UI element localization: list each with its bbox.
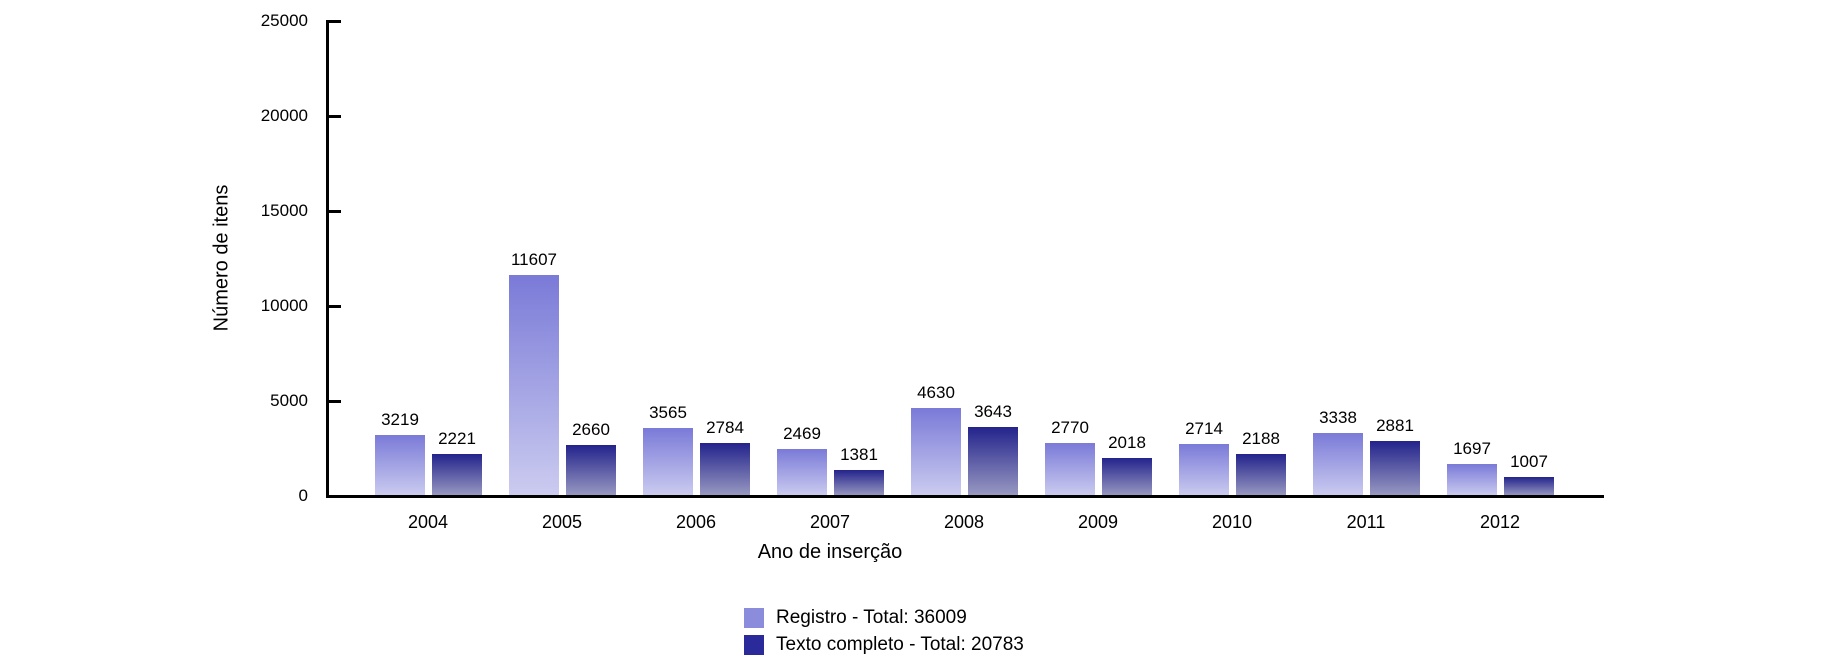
bar-value-label: 4630 [917,383,955,403]
bar-value-label: 2188 [1242,429,1280,449]
x-tick-label-2012: 2012 [1479,512,1521,532]
bar-value-label: 3565 [649,403,687,423]
y-tick-mark [326,115,341,118]
bar-registro-2006 [643,428,693,496]
x-tick-label-2009: 2009 [1077,512,1119,532]
bar-value-label: 3338 [1319,407,1357,427]
y-tick-mark [326,305,341,308]
legend: Registro - Total: 36009 Texto completo -… [744,606,1024,660]
bar-value-label: 2221 [438,428,476,448]
y-tick-label: 10000 [260,296,308,315]
bar-texto-completo-2010 [1236,454,1286,496]
x-tick-label-2006: 2006 [675,512,717,532]
y-tick-label: 0 [298,486,308,505]
bar-registro-2009 [1045,443,1095,496]
x-tick-label-2011: 2011 [1346,512,1386,532]
x-tick-label-2005: 2005 [541,512,583,532]
legend-label-registro: Registro - Total: 36009 [776,606,967,628]
y-axis-line [326,20,329,498]
legend-row-registro: Registro - Total: 36009 [744,606,1024,629]
bar-value-label: 1007 [1510,451,1548,471]
bar-texto-completo-2008 [968,426,1018,496]
bar-registro-2004 [375,434,425,496]
bar-texto-completo-2005 [566,445,616,496]
bar-texto-completo-2011 [1370,441,1420,496]
x-axis-title: Ano de inserção [757,541,903,563]
bar-value-label: 2469 [783,424,821,444]
y-tick-label: 15000 [260,201,308,220]
x-tick-label-2010: 2010 [1211,512,1253,532]
bar-texto-completo-2006 [700,443,750,496]
x-axis-line [326,495,1604,498]
bar-value-label: 3219 [381,409,419,429]
bar-texto-completo-2012 [1504,476,1554,496]
y-tick-mark [326,20,341,23]
bar-value-label: 2018 [1108,432,1146,452]
bar-value-label: 1697 [1453,438,1491,458]
y-tick-mark [326,400,341,403]
y-tick-label: 25000 [260,11,308,30]
bar-registro-2012 [1447,463,1497,496]
bar-value-label: 2784 [706,418,744,438]
y-tick-mark [326,210,341,213]
bar-value-label: 1381 [840,444,878,464]
bar-value-label: 3643 [974,401,1012,421]
x-tick-label-2004: 2004 [407,512,449,532]
bar-registro-2008 [911,408,961,496]
bar-value-label: 2770 [1051,418,1089,438]
legend-swatch-registro [744,607,764,628]
y-tick-label: 5000 [270,391,308,410]
bar-registro-2005 [509,275,559,496]
y-tick-mark [326,495,341,498]
y-tick-label: 20000 [260,106,308,125]
bar-texto-completo-2004 [432,453,482,496]
x-tick-label-2007: 2007 [809,512,851,532]
bar-registro-2011 [1313,432,1363,496]
bar-value-label: 2714 [1185,419,1223,439]
legend-swatch-texto-completo [744,634,764,655]
x-tick-label-2008: 2008 [943,512,985,532]
legend-row-texto-completo: Texto completo - Total: 20783 [744,633,1024,656]
bar-value-label: 2660 [572,420,610,440]
bar-registro-2007 [777,449,827,496]
bar-value-label: 2881 [1376,416,1414,436]
legend-label-texto-completo: Texto completo - Total: 20783 [776,633,1024,655]
bar-value-label: 11607 [510,250,557,270]
bar-texto-completo-2007 [834,469,884,496]
bar-registro-2010 [1179,444,1229,496]
bar-texto-completo-2009 [1102,457,1152,496]
